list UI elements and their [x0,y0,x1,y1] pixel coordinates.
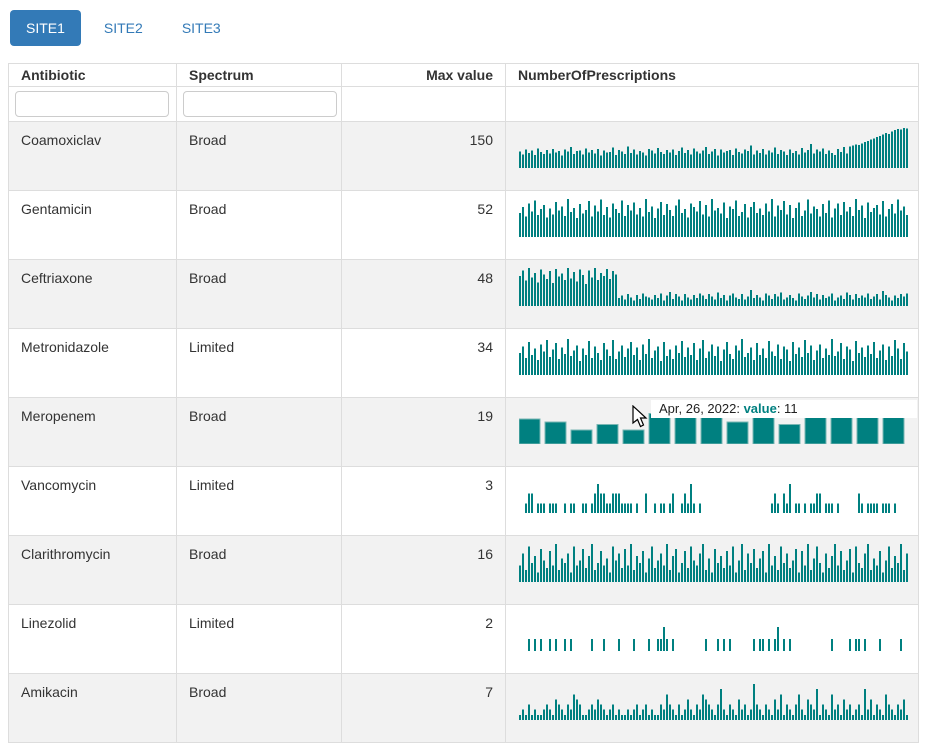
prescriptions-sparkline-cell[interactable] [505,328,919,398]
max-value-cell: 19 [341,397,506,467]
column-header-prescriptions[interactable]: NumberOfPrescriptions [505,63,919,87]
table-filter-row [8,86,919,122]
spectrum-cell: Broad [176,673,342,743]
sparkline-chart[interactable] [519,471,909,513]
prescriptions-sparkline-cell[interactable] [505,190,919,260]
sparkline-chart[interactable] [519,540,909,582]
sparkline-chart[interactable] [519,333,909,375]
table-row[interactable]: Amikacin Broad 7 [8,673,919,743]
table-row[interactable]: Gentamicin Broad 52 [8,190,919,260]
table-row[interactable]: Vancomycin Limited 3 [8,466,919,536]
mouse-cursor-icon [632,404,650,429]
sparkline-chart[interactable] [519,678,909,720]
spectrum-filter-cell [176,86,342,122]
spectrum-cell: Broad [176,259,342,329]
sparkline-chart[interactable] [519,264,909,306]
column-header-spectrum[interactable]: Spectrum [176,63,342,87]
spectrum-cell: Broad [176,535,342,605]
prescriptions-sparkline-cell[interactable] [505,259,919,329]
spectrum-cell: Limited [176,604,342,674]
empty-filter-cell [505,86,919,122]
table-row[interactable]: Coamoxiclav Broad 150 [8,121,919,191]
table-row[interactable]: Metronidazole Limited 34 [8,328,919,398]
antibiotic-filter-cell [8,86,177,122]
antibiotic-filter-input[interactable] [15,91,169,117]
spectrum-cell: Limited [176,328,342,398]
table-header-row: Antibiotic Spectrum Max value NumberOfPr… [8,63,919,87]
prescriptions-sparkline-cell[interactable] [505,535,919,605]
column-header-max-value[interactable]: Max value [341,63,506,87]
prescriptions-sparkline-cell[interactable] [505,673,919,743]
table-row[interactable]: Ceftriaxone Broad 48 [8,259,919,329]
max-value-cell: 34 [341,328,506,398]
antibiotic-cell: Amikacin [8,673,177,743]
spectrum-cell: Limited [176,466,342,536]
max-value-cell: 52 [341,190,506,260]
tab-site1[interactable]: SITE1 [10,10,81,46]
max-value-cell: 7 [341,673,506,743]
sparkline-chart[interactable] [519,195,909,237]
prescriptions-sparkline-cell[interactable] [505,466,919,536]
antibiotic-cell: Coamoxiclav [8,121,177,191]
spectrum-cell: Broad [176,121,342,191]
sparkline-chart[interactable] [519,126,909,168]
spectrum-filter-input[interactable] [183,91,337,117]
max-value-cell: 16 [341,535,506,605]
sparkline-chart[interactable] [519,609,909,651]
max-value-cell: 3 [341,466,506,536]
column-header-antibiotic[interactable]: Antibiotic [8,63,177,87]
prescriptions-sparkline-cell[interactable]: Apr, 26, 2022: value: 11 [505,397,919,467]
prescriptions-sparkline-cell[interactable] [505,121,919,191]
max-value-cell: 150 [341,121,506,191]
antibiotic-cell: Linezolid [8,604,177,674]
spectrum-cell: Broad [176,397,342,467]
site-tabs: SITE1 SITE2 SITE3 [10,10,919,46]
antibiotic-cell: Meropenem [8,397,177,467]
max-value-cell: 48 [341,259,506,329]
antibiotic-cell: Clarithromycin [8,535,177,605]
spectrum-cell: Broad [176,190,342,260]
sparkline-chart[interactable] [519,402,909,444]
antibiotic-cell: Ceftriaxone [8,259,177,329]
tab-site2[interactable]: SITE2 [88,10,159,46]
tab-site3[interactable]: SITE3 [166,10,237,46]
empty-filter-cell [341,86,506,122]
antibiotic-cell: Gentamicin [8,190,177,260]
prescriptions-sparkline-cell[interactable] [505,604,919,674]
max-value-cell: 2 [341,604,506,674]
table-row[interactable]: Linezolid Limited 2 [8,604,919,674]
table-row[interactable]: Meropenem Broad 19 Apr, 26, 2022: value:… [8,397,919,467]
antibiotic-cell: Metronidazole [8,328,177,398]
sparkline-tooltip: Apr, 26, 2022: value: 11 [651,400,917,418]
antibiotic-cell: Vancomycin [8,466,177,536]
antibiotics-table: Antibiotic Spectrum Max value NumberOfPr… [8,63,919,743]
table-row[interactable]: Clarithromycin Broad 16 [8,535,919,605]
